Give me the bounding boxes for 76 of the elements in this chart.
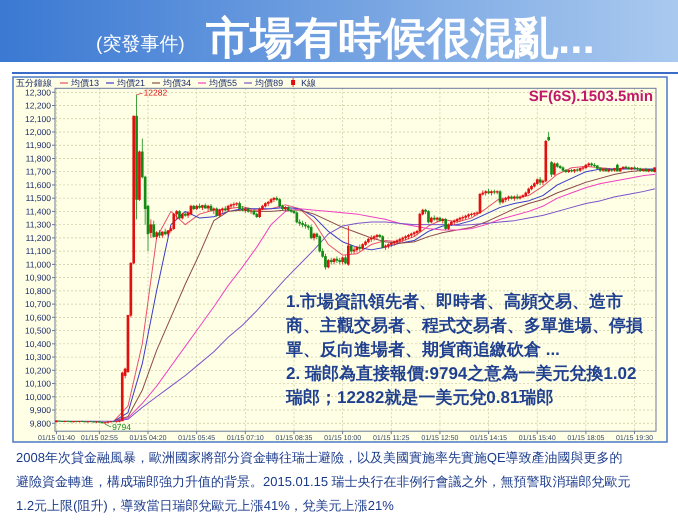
- candlestick: [215, 207, 218, 218]
- candlestick: [301, 220, 304, 228]
- y-tick-label: 12,000: [25, 126, 52, 137]
- annotation: 2. 瑞郎為直接報價:9794之意為一美元兌換1.02: [286, 364, 636, 383]
- annotation: 9794: [104, 422, 131, 432]
- candlestick: [498, 190, 502, 206]
- legend-label: 均價89: [254, 78, 284, 88]
- y-tick-label: 11,400: [26, 206, 52, 216]
- candlestick: [190, 204, 192, 216]
- candlestick: [381, 234, 384, 249]
- y-tick-label: 11,500: [26, 193, 52, 204]
- y-tick-label: 9,900: [30, 405, 52, 416]
- annotation: 12282: [144, 88, 168, 98]
- y-tick-label: 12,200: [25, 100, 52, 111]
- y-tick-label: 11,100: [26, 246, 52, 256]
- candlestick: [553, 162, 556, 176]
- y-tick-label: 10,500: [25, 326, 52, 336]
- subtitle: (突發事件): [96, 34, 185, 55]
- y-tick-label: 12,100: [25, 114, 52, 124]
- annotation: 12282: [136, 88, 168, 98]
- candlestick: [336, 256, 338, 264]
- annotation: 9794: [112, 422, 132, 432]
- candlestick: [278, 198, 281, 208]
- candlestick: [150, 218, 152, 238]
- candlestick: [326, 258, 330, 269]
- candlestick: [350, 244, 353, 254]
- annotation: 1.市場資訊領先者、即時者、高頻交易、造市: [286, 292, 624, 311]
- y-tick-label: 10,800: [25, 286, 52, 296]
- y-tick-label: 10,900: [25, 272, 52, 283]
- annotation: 單、反向進場者、期貨商追繳砍倉 ...: [285, 340, 560, 359]
- y-tick-label: 10,200: [25, 365, 52, 376]
- candlestick: [427, 210, 430, 224]
- legend-label: K線: [301, 78, 316, 88]
- y-tick-label: 10,000: [25, 392, 52, 402]
- candlestick: [550, 160, 553, 178]
- y-tick-label: 11,800: [26, 153, 52, 164]
- candlestick: [593, 162, 596, 168]
- annotation: 瑞郎；12282就是一美元兌0.81瑞郎: [285, 388, 554, 407]
- y-tick-label: 10,700: [25, 299, 52, 310]
- candlestick: [478, 192, 482, 214]
- candlestick: [172, 212, 176, 230]
- y-tick-label: 10,400: [25, 338, 52, 349]
- legend-label: 均價55: [208, 78, 238, 88]
- text: 1.2元上限(阻升)，導致當日瑞郎兌歐元上漲41%，兌美元上漲21%: [16, 498, 394, 513]
- legend-label: 均價34: [162, 78, 192, 88]
- text: 避險資金轉進，構成瑞郎強力升值的背景。2015.01.15 瑞士央行在非例行會議之外，無預警取消瑞郎兌歐元: [16, 474, 631, 489]
- y-tick-label: 10,100: [25, 378, 52, 389]
- candlestick: [344, 254, 347, 265]
- candlestick: [152, 220, 156, 238]
- y-tick-label: 11,000: [26, 259, 52, 270]
- annotation: 商、主觀交易者、程式交易者、多單進場、停損: [285, 316, 643, 335]
- candlestick: [296, 211, 298, 224]
- y-tick-label: 11,700: [26, 166, 52, 177]
- legend-title: 五分鐘線: [16, 78, 52, 88]
- candlestick: [310, 224, 312, 240]
- y-tick-label: 10,600: [25, 312, 52, 322]
- text: 2008年次貸金融風暴，歐洲國家將部分資金轉往瑞士避險，以及美國實施率先實施QE導致產油國與更多的: [16, 450, 623, 465]
- y-tick-label: 10,300: [25, 352, 52, 362]
- title: 市場有時候很混亂...: [206, 14, 595, 63]
- legend-label: 均價21: [116, 78, 146, 88]
- y-tick-label: 9,800: [30, 418, 52, 428]
- candlestick: [347, 226, 350, 266]
- legend-label: 均價13: [70, 78, 100, 88]
- y-tick-label: 11,200: [26, 232, 52, 243]
- candlestick: [444, 218, 447, 230]
- y-tick-label: 11,900: [26, 140, 52, 150]
- y-tick-label: 11,600: [26, 180, 52, 190]
- candlestick: [178, 210, 181, 220]
- candlestick: [582, 166, 584, 171]
- candlestick: [258, 207, 261, 218]
- y-tick-label: 12,300: [25, 87, 52, 98]
- y-tick-label: 11,300: [26, 220, 52, 230]
- candlestick: [418, 212, 422, 234]
- candlestick: [352, 246, 356, 254]
- annotation: SF(6S).1503.5min: [528, 88, 653, 105]
- candlestick: [547, 132, 550, 142]
